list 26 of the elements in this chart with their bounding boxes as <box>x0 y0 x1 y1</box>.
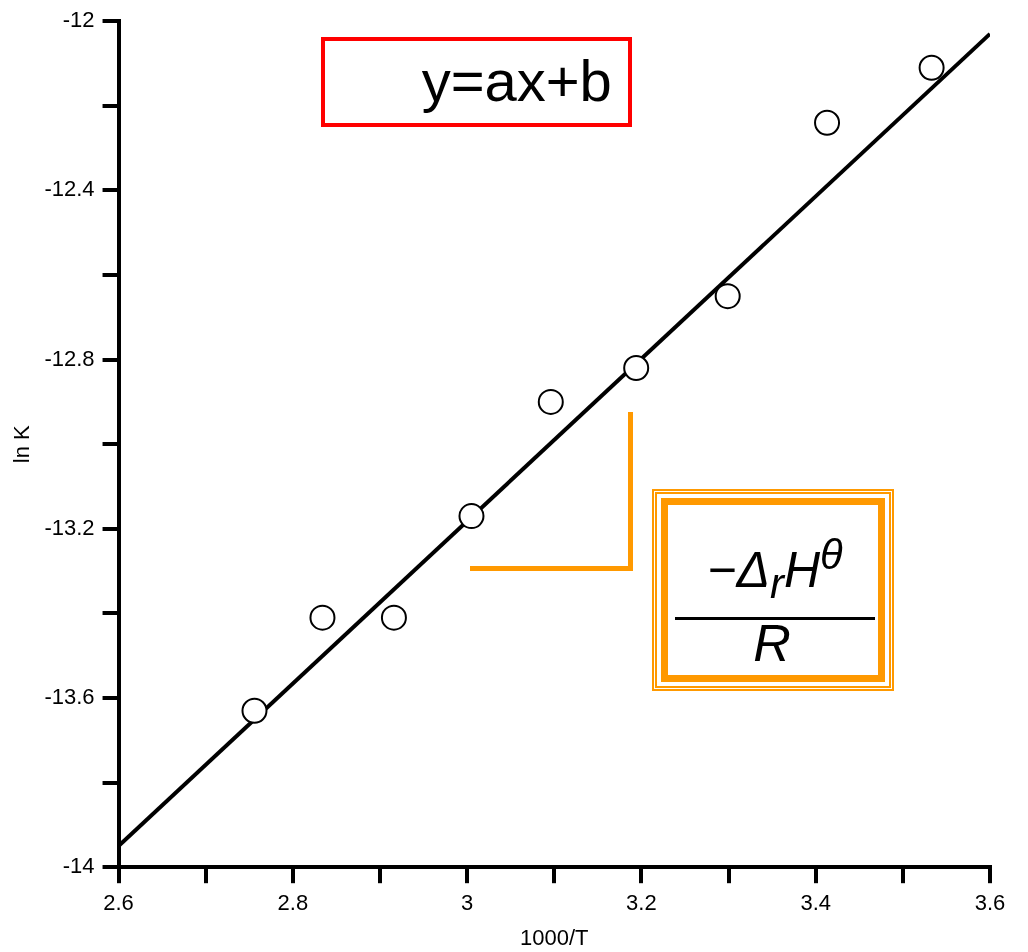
point <box>623 355 650 382</box>
point <box>918 54 945 81</box>
point <box>309 604 336 631</box>
x-tick-label: 3.2 <box>626 890 657 916</box>
y-tick-label: -12 <box>62 7 95 33</box>
y-tick-label: -12.4 <box>44 176 95 202</box>
annotation: −Δ$_{r}$H$^{θ}$ <box>707 531 843 607</box>
y-axis-title: ln K <box>9 424 35 464</box>
point <box>241 697 268 724</box>
y-tick-label: -13.2 <box>44 514 95 540</box>
x-tick-label: 3 <box>461 890 474 916</box>
x-tick-label: 3.4 <box>800 890 832 916</box>
x-tick-label: 2.8 <box>277 890 309 916</box>
y-tick-label: -14 <box>62 853 95 879</box>
y-tick-label: -13.6 <box>44 684 95 710</box>
point <box>814 109 841 136</box>
point <box>714 283 741 310</box>
annotation: R <box>752 613 792 674</box>
x-tick-label: 3.6 <box>974 890 1006 916</box>
annotation: y=ax+b <box>321 37 632 127</box>
x-axis-title: 1000/T <box>520 924 589 950</box>
point <box>458 503 485 530</box>
point <box>380 604 407 631</box>
x-tick-label: 2.6 <box>103 890 134 916</box>
point <box>537 388 564 415</box>
y-tick-label: -12.8 <box>44 345 95 371</box>
